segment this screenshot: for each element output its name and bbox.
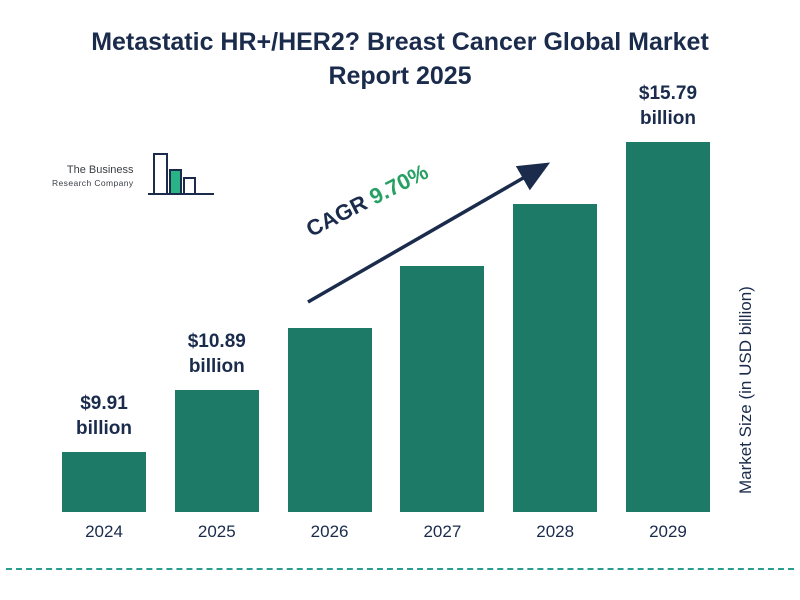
x-axis-label-2025: 2025 [197, 522, 236, 541]
bar-value-label-2029: $15.79 billion [638, 82, 698, 130]
bar-column-2024: $9.91 billion 2024 [62, 80, 146, 542]
logo-line1: The Business [66, 163, 134, 176]
chart-title: Metastatic HR+/HER2? Breast Cancer Globa… [91, 28, 709, 90]
bar-2025 [174, 390, 259, 512]
company-logo: The Business Research Company [52, 148, 220, 204]
bar-2024 [62, 452, 146, 512]
bar-2029 [625, 142, 710, 512]
bar-value-label-2025: $10.89 billion [187, 330, 246, 378]
x-axis-label-2024: 2024 [85, 522, 123, 541]
bars: $9.91 billion 2024 $10.89 billion 2025 2026 202… [62, 80, 710, 542]
bar-2028 [513, 204, 598, 512]
x-axis-label-2028: 2028 [536, 522, 575, 541]
logo-line2: Research Company [52, 177, 134, 188]
bar-column-2028: 2028 [513, 80, 598, 542]
bar-column-2029: $15.79 billion 2029 [625, 80, 710, 542]
bar-value-label-2024: $9.91 billion [76, 392, 132, 440]
x-axis-label-2029: 2029 [649, 522, 687, 541]
bar-2026 [287, 328, 372, 512]
y-axis-label: Market Size (in USD billion) [736, 286, 755, 494]
x-axis-label-2027: 2027 [423, 522, 462, 541]
bar-2027 [400, 266, 485, 512]
bar-column-2026: 2026 [287, 80, 372, 542]
company-logo-text: The Business Research Company [52, 164, 134, 188]
x-axis-label-2026: 2026 [310, 522, 349, 541]
bottom-dashed-divider [6, 568, 794, 570]
bar-column-2025: $10.89 billion 2025 [174, 80, 259, 542]
logo-barchart-icon [147, 153, 214, 195]
bar-column-2027: 2027 [400, 80, 485, 542]
